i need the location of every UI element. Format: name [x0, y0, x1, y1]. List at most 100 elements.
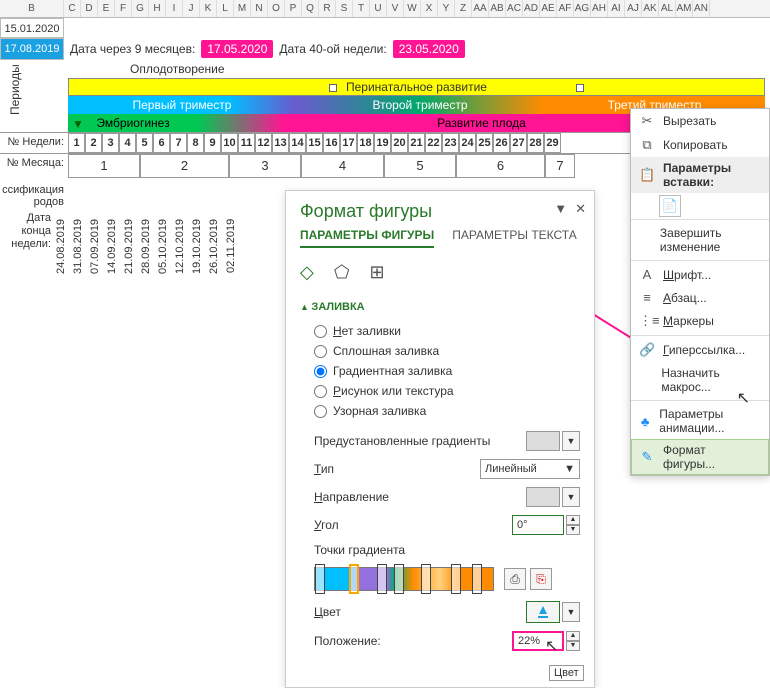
col-AC[interactable]: AC	[506, 0, 523, 17]
week-2[interactable]: 2	[85, 133, 102, 153]
week-1[interactable]: 1	[68, 133, 85, 153]
col-K[interactable]: K	[200, 0, 217, 17]
dir-swatch[interactable]	[526, 487, 560, 507]
week-27[interactable]: 27	[510, 133, 527, 153]
week-22[interactable]: 22	[425, 133, 442, 153]
week-18[interactable]: 18	[357, 133, 374, 153]
week-24[interactable]: 24	[459, 133, 476, 153]
month-1[interactable]: 1	[68, 154, 140, 178]
grad-stop[interactable]	[472, 564, 482, 594]
col-AN[interactable]: AN	[693, 0, 710, 17]
month-5[interactable]: 5	[384, 154, 456, 178]
ctx-para[interactable]: ≡Абзац...	[631, 286, 769, 309]
date-cell-top[interactable]: 15.01.2020	[0, 18, 64, 38]
col-L[interactable]: L	[217, 0, 234, 17]
dropdown-icon[interactable]: ▼	[554, 201, 567, 217]
month-7[interactable]: 7	[545, 154, 575, 178]
color-dd[interactable]: ▼	[562, 602, 580, 622]
paste-option-icon[interactable]: 📄	[659, 195, 681, 217]
col-M[interactable]: M	[234, 0, 251, 17]
col-U[interactable]: U	[370, 0, 387, 17]
month-4[interactable]: 4	[301, 154, 384, 178]
tab-text-params[interactable]: ПАРАМЕТРЫ ТЕКСТА	[452, 228, 577, 248]
week-17[interactable]: 17	[340, 133, 357, 153]
week-10[interactable]: 10	[221, 133, 238, 153]
col-R[interactable]: R	[319, 0, 336, 17]
col-Y[interactable]: Y	[438, 0, 455, 17]
grad-stop[interactable]	[315, 564, 325, 594]
week-7[interactable]: 7	[170, 133, 187, 153]
fill-header[interactable]: ЗАЛИВКА	[300, 301, 580, 313]
ctx-link[interactable]: 🔗Гиперссылка...	[631, 338, 769, 362]
ctx-copy[interactable]: ⧉Копировать	[631, 133, 769, 157]
col-AK[interactable]: AK	[642, 0, 659, 17]
ctx-markers[interactable]: ⋮≡Маркеры	[631, 309, 769, 333]
month-6[interactable]: 6	[456, 154, 545, 178]
col-AA[interactable]: AA	[472, 0, 489, 17]
ctx-cut[interactable]: ✂Вырезать	[631, 109, 769, 133]
ctx-macro[interactable]: Назначить макрос...	[631, 362, 769, 398]
week-13[interactable]: 13	[272, 133, 289, 153]
add-stop-icon[interactable]: ⎙	[504, 568, 526, 590]
col-Q[interactable]: Q	[302, 0, 319, 17]
radio-nofill[interactable]: Нет заливки	[300, 321, 580, 341]
week-5[interactable]: 5	[136, 133, 153, 153]
week-23[interactable]: 23	[442, 133, 459, 153]
radio-picture[interactable]: Рисунок или текстура	[300, 381, 580, 401]
col-O[interactable]: O	[268, 0, 285, 17]
col-AD[interactable]: AD	[523, 0, 540, 17]
ctx-font[interactable]: AШрифт...	[631, 263, 769, 286]
week-12[interactable]: 12	[255, 133, 272, 153]
color-button[interactable]	[526, 601, 560, 623]
col-AJ[interactable]: AJ	[625, 0, 642, 17]
dir-dd[interactable]: ▼	[562, 487, 580, 507]
pos-down[interactable]: ▼	[566, 641, 580, 651]
col-I[interactable]: I	[166, 0, 183, 17]
grad-stop[interactable]	[421, 564, 431, 594]
ctx-anim[interactable]: ♣Параметры анимации...	[631, 403, 769, 439]
col-Z[interactable]: Z	[455, 0, 472, 17]
week-28[interactable]: 28	[527, 133, 544, 153]
col-AI[interactable]: AI	[608, 0, 625, 17]
close-icon[interactable]: ✕	[575, 201, 586, 217]
week-16[interactable]: 16	[323, 133, 340, 153]
col-S[interactable]: S	[336, 0, 353, 17]
radio-pattern[interactable]: Узорная заливка	[300, 401, 580, 421]
week-14[interactable]: 14	[289, 133, 306, 153]
week-9[interactable]: 9	[204, 133, 221, 153]
week-26[interactable]: 26	[493, 133, 510, 153]
col-F[interactable]: F	[115, 0, 132, 17]
grad-stop[interactable]	[394, 564, 404, 594]
col-AB[interactable]: AB	[489, 0, 506, 17]
week-25[interactable]: 25	[476, 133, 493, 153]
col-E[interactable]: E	[98, 0, 115, 17]
week-8[interactable]: 8	[187, 133, 204, 153]
col-T[interactable]: T	[353, 0, 370, 17]
tab-shape-params[interactable]: ПАРАМЕТРЫ ФИГУРЫ	[300, 228, 434, 248]
col-V[interactable]: V	[387, 0, 404, 17]
week-19[interactable]: 19	[374, 133, 391, 153]
col-C[interactable]: C	[64, 0, 81, 17]
month-2[interactable]: 2	[140, 154, 229, 178]
col-AH[interactable]: AH	[591, 0, 608, 17]
col-G[interactable]: G	[132, 0, 149, 17]
grad-stop[interactable]	[349, 564, 359, 594]
week-21[interactable]: 21	[408, 133, 425, 153]
remove-stop-icon[interactable]: ⎘	[530, 568, 552, 590]
date-cell-blue[interactable]: 17.08.2019	[0, 38, 64, 60]
col-b[interactable]: B	[0, 0, 64, 17]
col-N[interactable]: N	[251, 0, 268, 17]
col-J[interactable]: J	[183, 0, 200, 17]
preset-swatch[interactable]	[526, 431, 560, 451]
col-X[interactable]: X	[421, 0, 438, 17]
week-15[interactable]: 15	[306, 133, 323, 153]
week-29[interactable]: 29	[544, 133, 561, 153]
radio-solid[interactable]: Сплошная заливка	[300, 341, 580, 361]
week-3[interactable]: 3	[102, 133, 119, 153]
col-AL[interactable]: AL	[659, 0, 676, 17]
angle-input[interactable]: 0°	[512, 515, 564, 535]
col-P[interactable]: P	[285, 0, 302, 17]
col-AE[interactable]: AE	[540, 0, 557, 17]
yellow-bar[interactable]: Перинатальное развитие	[68, 78, 765, 96]
week-4[interactable]: 4	[119, 133, 136, 153]
